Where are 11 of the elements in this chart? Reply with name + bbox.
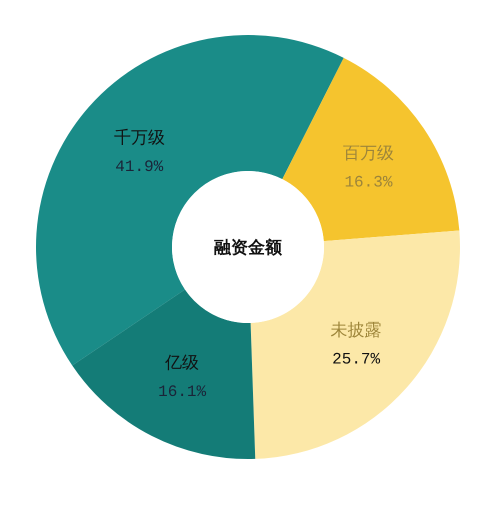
data-label: 25.7% <box>332 350 381 369</box>
data-label: 41.9% <box>115 158 164 176</box>
donut-slice <box>282 58 460 242</box>
slice-label: 千万级 <box>114 128 165 148</box>
data-label: 16.1% <box>158 383 207 402</box>
donut-slice <box>72 290 256 459</box>
text: 融资金额 <box>214 238 283 257</box>
data-label: 16.3% <box>344 173 393 192</box>
slice-label: 百万级 <box>342 143 394 162</box>
slice-label: 未披露 <box>330 320 382 340</box>
slice-label: 亿级 <box>164 353 200 372</box>
